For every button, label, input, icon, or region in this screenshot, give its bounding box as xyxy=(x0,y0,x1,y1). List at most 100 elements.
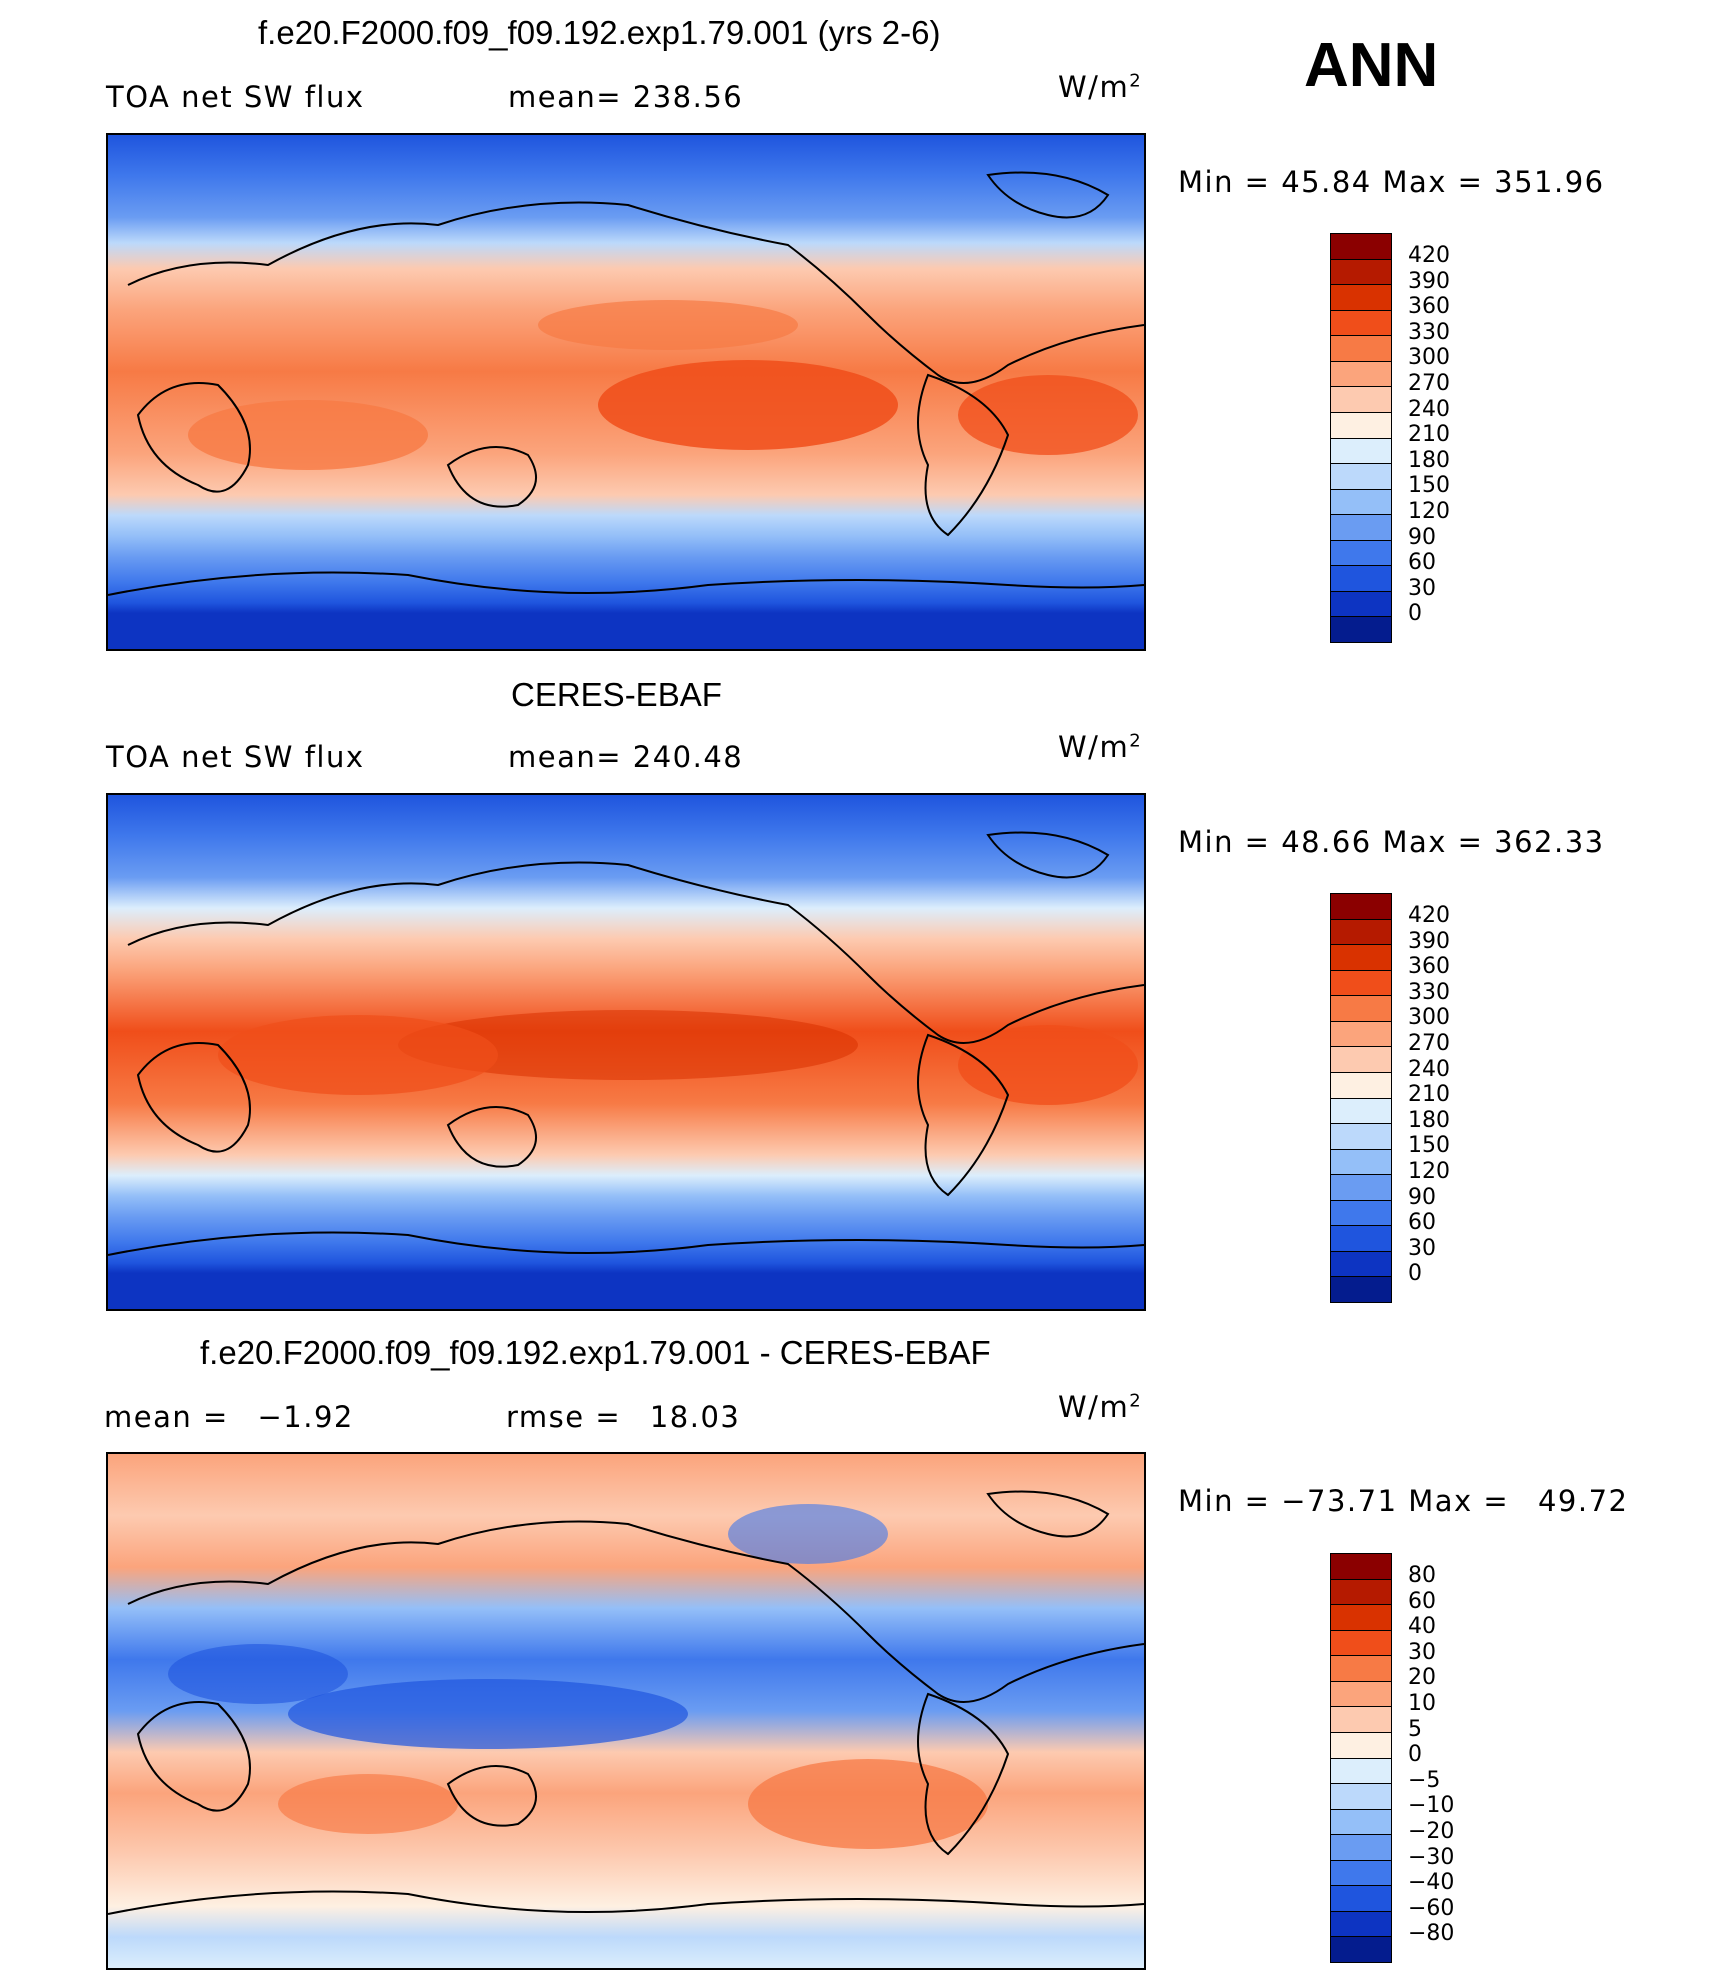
colorbar-tick-label: 30 xyxy=(1408,575,1436,601)
colorbar-swatch xyxy=(1331,1047,1391,1073)
colorbar-tick-label: −60 xyxy=(1408,1895,1455,1921)
colorbar-swatch xyxy=(1331,1226,1391,1252)
colorbar-swatch xyxy=(1331,1707,1391,1733)
colorbar-swatch xyxy=(1331,1681,1391,1708)
colorbar-swatch xyxy=(1331,1277,1391,1302)
panel-title: CERES-EBAF xyxy=(511,676,722,713)
coastlines xyxy=(108,171,1144,596)
max-label: Max = xyxy=(1382,165,1484,199)
colorbar-swatch xyxy=(1331,438,1391,465)
colorbar xyxy=(1330,233,1392,643)
colorbar-swatch xyxy=(1331,1809,1391,1836)
colorbar-swatch xyxy=(1331,1784,1391,1810)
colorbar-swatch xyxy=(1331,591,1391,618)
colorbar-tick-label: 330 xyxy=(1408,979,1450,1005)
map-plot xyxy=(106,1452,1146,1970)
colorbar-tick-label: 0 xyxy=(1408,1742,1422,1768)
min-value: 45.84 xyxy=(1281,165,1372,199)
coastlines xyxy=(108,1490,1144,1915)
colorbar-swatch xyxy=(1331,1886,1391,1912)
colorbar-swatch xyxy=(1331,1758,1391,1785)
mean-value: 238.56 xyxy=(632,80,744,114)
season-label: ANN xyxy=(1304,31,1439,100)
colorbar-tick-label: 270 xyxy=(1408,371,1450,396)
colorbar-tick-label: −40 xyxy=(1408,1870,1455,1896)
min-max-readout: Min = 45.84 Max = 351.96 xyxy=(1178,165,1605,199)
colorbar-swatch xyxy=(1331,945,1391,971)
colorbar-tick-label: 210 xyxy=(1408,1082,1450,1108)
world-map xyxy=(108,135,1144,649)
mean-stat: mean= 240.48 xyxy=(508,740,743,774)
colorbar-tick-label: 360 xyxy=(1408,954,1450,980)
colorbar-swatch xyxy=(1331,412,1391,439)
colorbar-tick-label: 5 xyxy=(1408,1716,1422,1742)
colorbar-swatch xyxy=(1331,1200,1391,1227)
units-text: W/m xyxy=(1058,730,1130,764)
min-label: Min = xyxy=(1178,1484,1271,1518)
colorbar-swatch xyxy=(1331,566,1391,592)
colorbar-swatch xyxy=(1331,1098,1391,1125)
min-value: −73.71 xyxy=(1281,1484,1398,1518)
colorbar-tick-label: 180 xyxy=(1408,447,1450,473)
colorbar-swatch xyxy=(1331,515,1391,541)
mean-label: mean = xyxy=(104,1400,229,1434)
colorbar-tick-label: −30 xyxy=(1408,1844,1455,1870)
colorbar-tick-label: 150 xyxy=(1408,473,1450,499)
colorbar-swatch xyxy=(1331,1554,1391,1580)
colorbar-swatch xyxy=(1331,970,1391,997)
units-label: W/m2 xyxy=(1058,70,1142,104)
units-superscript: 2 xyxy=(1129,70,1143,92)
colorbar-tick-label: 240 xyxy=(1408,1056,1450,1082)
colorbar-tick-label: 180 xyxy=(1408,1107,1450,1133)
map-plot xyxy=(106,133,1146,651)
colorbar-tick-label: 420 xyxy=(1408,903,1450,928)
colorbar-tick-label: 120 xyxy=(1408,499,1450,524)
colorbar-tick-label: −5 xyxy=(1408,1767,1441,1793)
max-value: 49.72 xyxy=(1537,1484,1629,1518)
max-value: 351.96 xyxy=(1494,165,1605,199)
colorbar-swatch xyxy=(1331,1911,1391,1938)
colorbar-tick-label: 390 xyxy=(1408,268,1450,294)
colorbar-swatch xyxy=(1331,919,1391,946)
colorbar-tick-label: 300 xyxy=(1408,345,1450,371)
rmse-value: 18.03 xyxy=(649,1400,741,1434)
world-map xyxy=(108,1454,1144,1968)
mean-stat: mean = −1.92 xyxy=(104,1400,354,1434)
colorbar-tick-label: 30 xyxy=(1408,1639,1436,1665)
variable-label: TOA net SW flux xyxy=(106,740,365,774)
colorbar-swatch xyxy=(1331,1605,1391,1631)
colorbar-tick-label: 330 xyxy=(1408,319,1450,345)
colorbar-swatch xyxy=(1331,1835,1391,1861)
colorbar-swatch xyxy=(1331,1860,1391,1887)
colorbar-tick-label: −20 xyxy=(1408,1819,1455,1844)
colorbar-swatch xyxy=(1331,336,1391,362)
colorbar-swatch xyxy=(1331,234,1391,260)
colorbar-swatch xyxy=(1331,540,1391,567)
units-text: W/m xyxy=(1058,70,1130,104)
world-map xyxy=(108,795,1144,1309)
colorbar-tick-label: 120 xyxy=(1408,1159,1450,1184)
colorbar-tick-label: 90 xyxy=(1408,1184,1436,1210)
mean-value: 240.48 xyxy=(632,740,744,774)
colorbar-tick-label: 0 xyxy=(1408,1261,1422,1287)
colorbar-swatch xyxy=(1331,361,1391,388)
variable-label: TOA net SW flux xyxy=(106,80,365,114)
colorbar-tick-label: 0 xyxy=(1408,601,1422,627)
colorbar-swatch xyxy=(1331,259,1391,286)
map-plot xyxy=(106,793,1146,1311)
max-label: Max = xyxy=(1382,825,1484,859)
units-label: W/m2 xyxy=(1058,1390,1142,1424)
colorbar-swatch xyxy=(1331,617,1391,642)
colorbar-tick-label: −10 xyxy=(1408,1793,1455,1819)
colorbar-swatch xyxy=(1331,464,1391,490)
units-superscript: 2 xyxy=(1129,1390,1143,1412)
colorbar-tick-label: 360 xyxy=(1408,294,1450,320)
colorbar-swatch xyxy=(1331,1732,1391,1759)
mean-value: −1.92 xyxy=(257,1400,354,1434)
colorbar-tick-label: 150 xyxy=(1408,1133,1450,1159)
min-max-readout: Min = −73.71 Max = 49.72 xyxy=(1178,1484,1628,1518)
colorbar-swatch xyxy=(1331,489,1391,516)
units-label: W/m2 xyxy=(1058,730,1142,764)
min-max-readout: Min = 48.66 Max = 362.33 xyxy=(1178,825,1605,859)
min-value: 48.66 xyxy=(1281,825,1372,859)
